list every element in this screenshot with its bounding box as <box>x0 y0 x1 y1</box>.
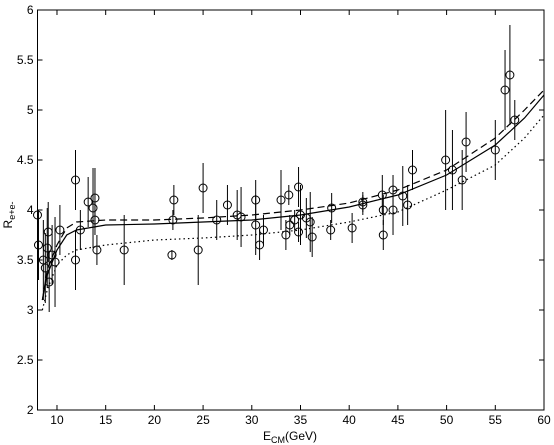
data-point <box>457 175 467 185</box>
x-tick-label: 10 <box>50 413 64 427</box>
y-tick-label: 4.5 <box>17 153 34 167</box>
plot-frame <box>37 9 545 411</box>
data-point <box>33 240 43 250</box>
data-point <box>83 197 93 207</box>
data-point <box>490 145 500 155</box>
data-point <box>88 203 98 213</box>
data-point <box>347 223 357 233</box>
data-point <box>90 215 100 225</box>
data-point <box>500 85 510 95</box>
model-curve <box>41 94 545 301</box>
y-tick-label: 2.5 <box>17 353 34 367</box>
data-point <box>198 183 208 193</box>
data-point <box>222 200 232 210</box>
data-point <box>276 195 286 205</box>
data-point <box>50 257 60 267</box>
data-point <box>294 182 304 192</box>
x-tick-label: 50 <box>440 413 454 427</box>
x-tick-label: 30 <box>245 413 259 427</box>
data-point <box>408 165 418 175</box>
data-point <box>70 255 80 265</box>
data-point <box>358 197 368 207</box>
x-tick-label: 45 <box>391 413 405 427</box>
data-point <box>44 277 54 287</box>
data-point <box>305 217 315 227</box>
data-point <box>119 245 129 255</box>
data-point <box>403 200 413 210</box>
x-tick-label: 35 <box>294 413 308 427</box>
data-point <box>70 175 80 185</box>
y-tick-label: 3.5 <box>17 253 34 267</box>
y-tick-label: 6 <box>27 3 34 17</box>
data-point <box>505 70 515 80</box>
y-label-sub: e+e- <box>7 202 17 220</box>
x-label-unit: (GeV) <box>285 429 317 443</box>
y-tick-label: 2 <box>27 403 34 417</box>
data-point <box>92 245 102 255</box>
data-point <box>290 215 300 225</box>
data-point <box>236 212 246 222</box>
data-point <box>33 210 42 220</box>
x-tick-label: 20 <box>148 413 162 427</box>
data-point <box>378 230 388 240</box>
data-point <box>378 205 388 215</box>
data-point <box>55 225 65 235</box>
data-point <box>193 245 203 255</box>
data-point <box>510 115 520 125</box>
data-point <box>285 220 295 230</box>
model-curve <box>41 89 545 301</box>
x-tick-label: 25 <box>196 413 210 427</box>
data-point <box>90 193 100 203</box>
data-point <box>327 203 337 213</box>
y-tick-label: 5.5 <box>17 53 34 67</box>
data-point <box>377 190 387 200</box>
data-point <box>168 215 178 225</box>
x-tick-label: 15 <box>99 413 113 427</box>
data-point <box>258 225 268 235</box>
y-axis-label: Re+e- <box>1 202 17 229</box>
x-tick-label: 55 <box>489 413 503 427</box>
data-point <box>212 215 222 225</box>
y-label-main: R <box>1 219 15 228</box>
y-tick-label: 4 <box>27 203 34 217</box>
data-point <box>461 137 471 147</box>
data-point <box>284 190 294 200</box>
data-point <box>398 191 408 201</box>
x-tick-label: 40 <box>343 413 357 427</box>
y-tick-label: 3 <box>27 303 34 317</box>
data-point <box>42 243 52 253</box>
data-point <box>326 225 336 235</box>
y-tick-label: 5 <box>27 103 34 117</box>
x-tick-label: 60 <box>537 413 551 427</box>
x-label-main: E <box>263 429 271 443</box>
x-label-sub: CM <box>271 435 285 445</box>
data-point <box>388 205 398 215</box>
data-point <box>251 220 261 230</box>
data-point <box>307 232 317 242</box>
data-point <box>167 250 177 260</box>
data-point <box>447 165 457 175</box>
data-point <box>75 225 85 235</box>
data-point <box>294 227 304 237</box>
data-point <box>441 155 451 165</box>
data-point <box>169 195 179 205</box>
x-axis-label: ECM(GeV) <box>263 429 317 445</box>
model-curve <box>41 114 545 311</box>
data-point <box>295 210 305 220</box>
